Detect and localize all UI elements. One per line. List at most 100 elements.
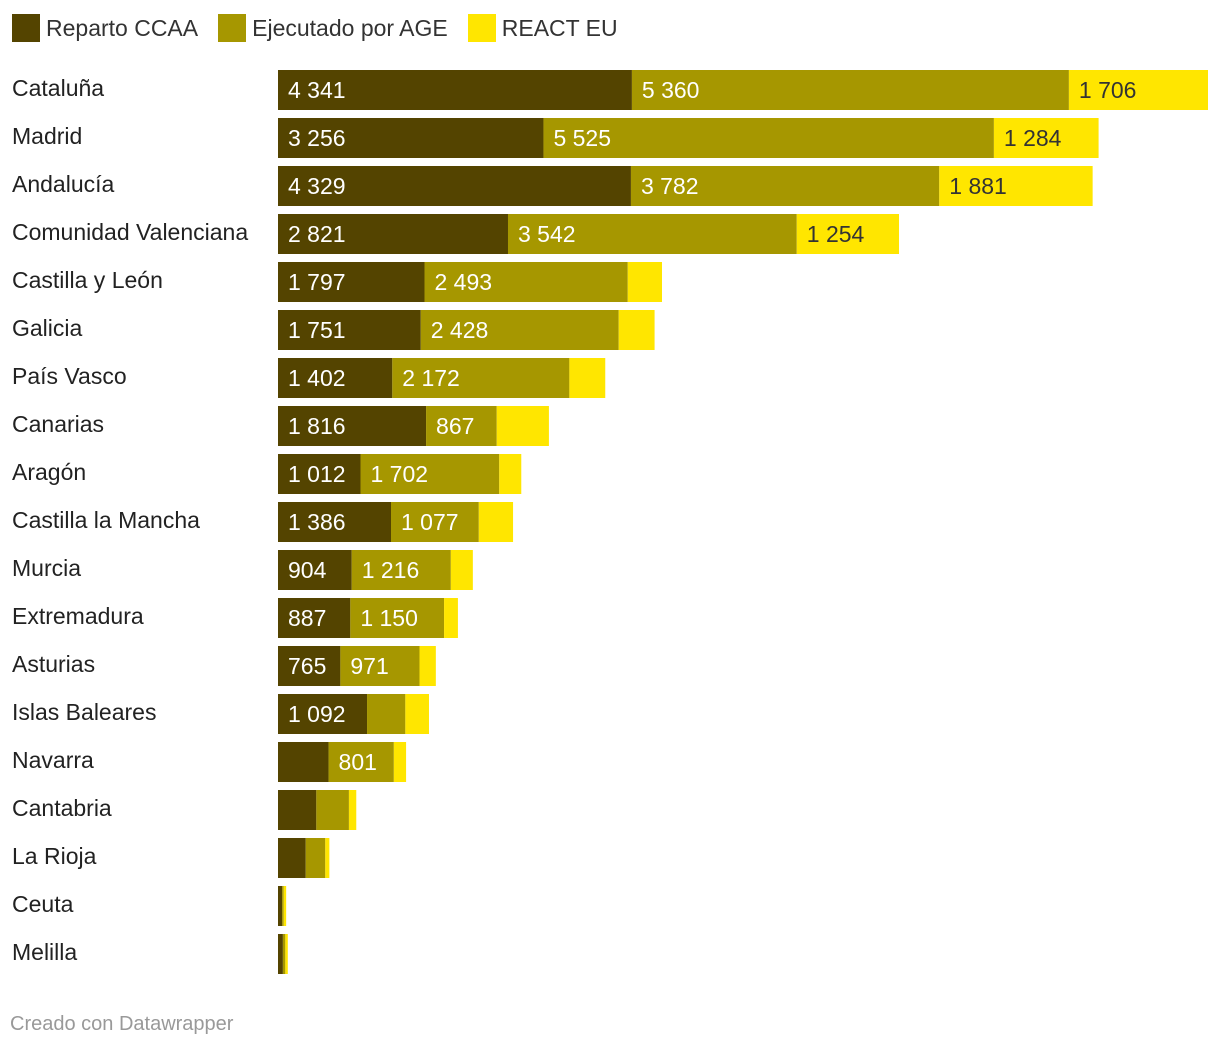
category-label: Galicia [12,315,83,341]
legend-item-2: REACT EU [467,14,618,42]
category-label: Asturias [12,651,95,677]
bar-segment [348,790,357,830]
bar-segment [939,166,1093,206]
credit-footer: Creado con Datawrapper [10,1013,234,1035]
category-label: Andalucía [12,171,115,197]
bar-segment [391,502,479,542]
legend: Reparto CCAA Ejecutado por AGE REACT EU [12,12,638,44]
bar-segment [627,262,662,302]
bar-segment [282,886,284,926]
value-label: 1 702 [371,461,429,487]
bar-segment [328,742,394,782]
value-label: 904 [288,557,327,583]
value-label: 1 284 [1004,125,1062,151]
category-label: Ceuta [12,891,74,917]
category-label: Aragón [12,459,86,485]
category-label: Extremadura [12,603,144,629]
value-label: 1 254 [807,221,865,247]
bar-segment [278,214,508,254]
category-label: Madrid [12,123,82,149]
bar-segment [444,598,458,638]
bar-segment [392,358,570,398]
bar-segment [278,262,425,302]
bar-segment [351,550,451,590]
value-label: 1 150 [360,605,418,631]
value-label: 4 341 [288,77,346,103]
bar-segment [350,598,445,638]
bar-segment [569,358,606,398]
legend-item-0: Reparto CCAA [12,14,198,42]
category-label: Castilla y León [12,267,163,293]
bar-segment [278,790,317,830]
bar-segment [630,166,940,206]
value-label: 1 751 [288,317,346,343]
bar-segment [283,886,287,926]
legend-label: Ejecutado por AGE [252,14,448,41]
bar-segment [993,118,1099,158]
bar-segment [360,454,500,494]
value-label: 2 172 [402,365,460,391]
bar-segment [631,70,1069,110]
bar-segment [426,406,497,446]
category-label: Navarra [12,747,94,773]
category-label: Cataluña [12,75,104,101]
category-label: Islas Baleares [12,699,156,725]
bar-segment [543,118,994,158]
value-label: 867 [436,413,474,439]
bar-segment [618,310,655,350]
bar-segment [305,838,326,878]
bar-segment [278,550,352,590]
stacked-bar-chart: Cataluña 4 341 5 360 1 706 Madrid 3 256 5 525 1… [12,70,1208,974]
bar-segment [1068,70,1208,110]
value-label: 1 077 [401,509,459,535]
category-label: La Rioja [12,843,97,869]
bar-segment [278,646,341,686]
bar-segment [285,934,288,974]
value-label: 5 360 [642,77,700,103]
bar-segment [278,454,361,494]
bar-segment [278,742,329,782]
bar-segment [278,838,306,878]
bar-segment [796,214,900,254]
category-label: Cantabria [12,795,112,821]
bar-segment [419,646,436,686]
bar-segment [278,934,283,974]
category-label: Canarias [12,411,104,437]
bar-segment [420,310,619,350]
bar-segment [450,550,473,590]
category-label: Murcia [12,555,81,581]
bar-segment [367,694,406,734]
value-label: 1 012 [288,461,346,487]
bar-segment [405,694,429,734]
value-label: 1 216 [362,557,420,583]
legend-swatch [218,14,247,42]
legend-label: REACT EU [501,14,618,41]
value-label: 3 542 [518,221,576,247]
value-label: 1 402 [288,365,346,391]
legend-label: Reparto CCAA [46,14,199,41]
bar-segment [278,118,544,158]
category-label: Castilla la Mancha [12,507,200,533]
bar-segment [478,502,514,542]
value-label: 801 [339,749,377,775]
bar-segment [282,934,286,974]
legend-swatch [467,14,496,42]
bar-segment [278,694,368,734]
value-label: 765 [288,653,326,679]
category-label: Comunidad Valenciana [12,219,248,245]
value-label: 3 782 [641,173,699,199]
category-label: Melilla [12,939,77,965]
value-label: 2 428 [431,317,489,343]
bar-segment [340,646,420,686]
legend-swatch [12,14,40,42]
bar-segment [496,406,549,446]
value-label: 1 386 [288,509,346,535]
bar-segment [316,790,349,830]
value-label: 887 [288,605,326,631]
value-label: 1 881 [949,173,1007,199]
bar-segment [278,406,427,446]
value-label: 5 525 [553,125,611,151]
value-label: 1 092 [288,701,346,727]
bar-segment [278,70,632,110]
category-label: País Vasco [12,363,127,389]
